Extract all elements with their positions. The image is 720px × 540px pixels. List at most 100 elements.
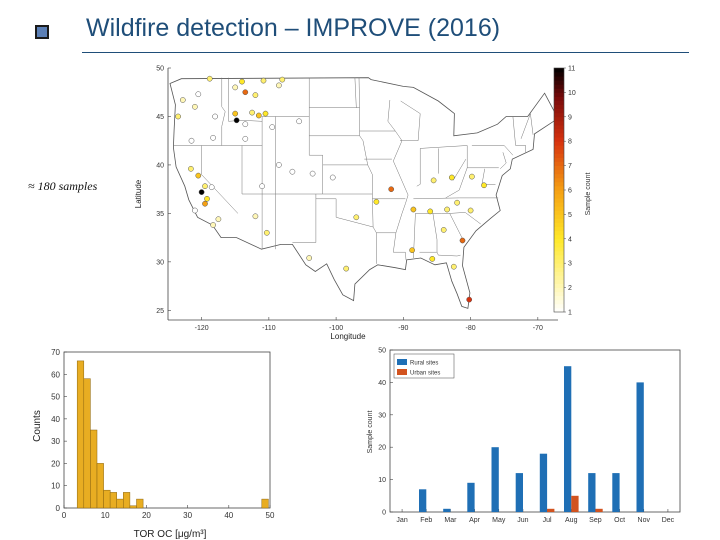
rural-bar xyxy=(491,447,499,512)
month-x-tick-label: Feb xyxy=(420,517,432,524)
map-site-point xyxy=(469,173,475,180)
map-site-point xyxy=(204,195,210,202)
monthly-samples-chart: 0 10 20 30 40 50 Jan Feb Mar Apr May Jun Jul Aug Sep Oc… xyxy=(367,348,681,524)
colorbar-segment xyxy=(554,137,564,142)
colorbar-segment xyxy=(554,238,564,244)
month-x-tick-label: Mar xyxy=(444,517,457,524)
rural-bar xyxy=(636,382,644,512)
colorbar-segment xyxy=(554,206,564,211)
colorbar-segment xyxy=(554,100,564,105)
colorbar-tick-label: 7 xyxy=(568,163,572,170)
map-x-tick-label: -80 xyxy=(466,325,476,332)
colorbar-tick-label: 11 xyxy=(568,66,575,73)
legend-rural-label: Rural sites xyxy=(410,361,438,367)
hist-bar xyxy=(123,492,131,509)
colorbar-segment xyxy=(554,259,564,264)
map-site-point xyxy=(448,174,455,181)
map-site-point xyxy=(289,168,296,175)
colorbar-tick-label: 5 xyxy=(568,212,572,219)
hist-x-tick-label: 40 xyxy=(224,511,233,520)
state-border xyxy=(471,145,514,156)
colorbar-tick-label: 6 xyxy=(568,188,572,195)
month-x-tick-label: Dec xyxy=(662,517,675,524)
map-site-point xyxy=(427,208,434,215)
urban-bar xyxy=(547,508,555,512)
colorbar-segment xyxy=(554,299,564,305)
colorbar-segment xyxy=(554,198,564,203)
colorbar-segment xyxy=(554,161,564,166)
map-site-point xyxy=(206,75,213,82)
map-site-point xyxy=(208,184,215,191)
month-x-tick-label: Nov xyxy=(638,517,651,524)
colorbar-segment xyxy=(554,153,564,158)
map-axes: -120 -110 -100 -90 -80 -70 25 30 35 40 45 50 xyxy=(156,66,558,332)
month-x-tick-label: May xyxy=(492,517,506,524)
hist-x-tick-label: 30 xyxy=(183,511,192,520)
hist-bar xyxy=(103,489,111,509)
colorbar-segment xyxy=(554,145,564,150)
hist-y-tick-label: 20 xyxy=(51,459,60,468)
rural-bar xyxy=(612,473,620,512)
map-site-point xyxy=(459,237,466,244)
month-y-tick-label: 40 xyxy=(378,380,386,387)
legend-urban-swatch xyxy=(397,369,407,375)
colorbar-tick-label: 4 xyxy=(568,236,572,243)
map-site-point xyxy=(188,165,194,172)
map-site-point xyxy=(179,97,186,103)
map-site-point xyxy=(429,256,436,262)
month-y-tick-label: 10 xyxy=(378,477,386,484)
month-x-tick-label: Jun xyxy=(517,517,528,524)
colorbar-segment xyxy=(554,165,564,171)
map-site-point xyxy=(233,117,240,124)
colorbar-segment xyxy=(554,96,564,101)
urban-bar xyxy=(595,508,603,512)
month-x-tick-label: Oct xyxy=(614,517,625,524)
hist-bar xyxy=(109,492,117,509)
month-x-tick-label: Apr xyxy=(469,517,481,524)
map-points xyxy=(175,75,487,303)
map-site-point xyxy=(260,77,267,84)
hist-y-tick-label: 0 xyxy=(56,504,61,513)
map-site-point xyxy=(276,82,282,89)
colorbar-segment xyxy=(554,177,564,183)
colorbar-segment xyxy=(554,173,564,179)
colorbar-segment xyxy=(554,255,564,260)
month-y-tick-label: 50 xyxy=(378,348,386,355)
colorbar-segment xyxy=(554,307,564,313)
colorbar-segment xyxy=(554,263,564,268)
colorbar-tick-label: 10 xyxy=(568,90,576,97)
rural-bar xyxy=(419,489,427,512)
state-border xyxy=(413,197,499,200)
map-site-point xyxy=(232,84,239,91)
title-divider xyxy=(82,52,689,53)
hist-y-tick-label: 30 xyxy=(51,437,60,446)
colorbar-tick-label: 3 xyxy=(568,261,572,268)
colorbar-segment xyxy=(554,112,564,118)
map-site-point xyxy=(192,103,198,110)
map-site-point xyxy=(195,91,202,98)
colorbar-segment xyxy=(554,116,564,122)
map-site-point xyxy=(409,247,415,254)
state-border xyxy=(201,145,239,214)
map-site-point xyxy=(388,186,395,193)
month-x-tick-label: Sep xyxy=(589,517,602,524)
map-colorbar: 1 2 3 4 5 6 7 8 9 10 11 xyxy=(553,66,576,317)
map-site-point xyxy=(259,183,265,190)
colorbar-segment xyxy=(554,181,564,187)
month-y-tick-label: 20 xyxy=(378,445,386,452)
month-x-tick-label: Aug xyxy=(565,517,578,524)
month-y-tick-label: 0 xyxy=(382,510,386,517)
state-border xyxy=(452,158,467,181)
state-border xyxy=(315,198,374,228)
map-site-point xyxy=(276,162,282,168)
map-site-point xyxy=(188,137,195,144)
state-border xyxy=(520,113,531,139)
colorbar-segment xyxy=(554,157,564,162)
colorbar-tick-label: 1 xyxy=(568,310,572,317)
map-x-tick-label: -90 xyxy=(398,325,408,332)
oc-histogram-chart: 0 10 20 30 40 50 0 10 20 30 40 50 60 70 TOR OC [μg/m³… xyxy=(32,348,275,540)
colorbar-segment xyxy=(554,242,564,248)
colorbar-tick-label: 9 xyxy=(568,114,572,121)
colorbar-segment xyxy=(554,84,564,89)
